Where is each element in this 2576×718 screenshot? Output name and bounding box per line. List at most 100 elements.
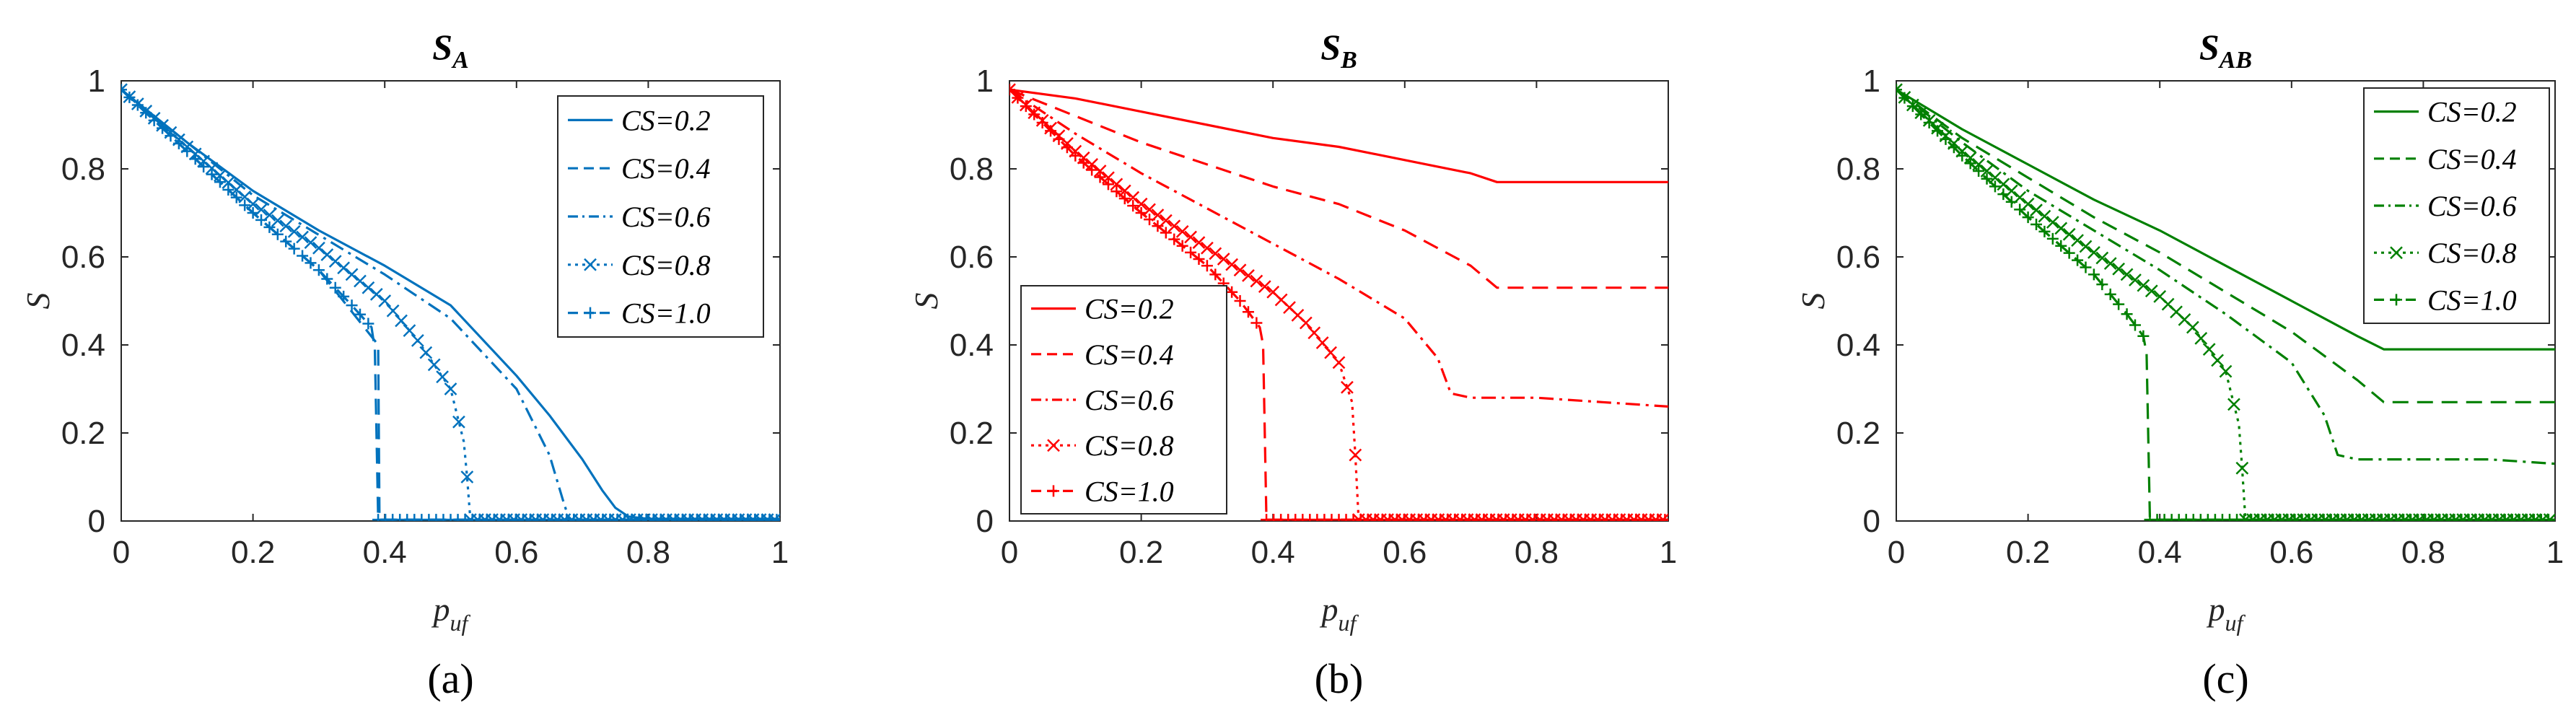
x-tick-label: 0.8 (626, 535, 670, 570)
marker (378, 294, 392, 307)
y-tick-label: 0.4 (950, 328, 994, 363)
marker (1980, 165, 1994, 178)
marker (271, 214, 284, 227)
marker (345, 268, 359, 281)
marker (230, 191, 242, 203)
panel-title-subscript: AB (2218, 47, 2252, 74)
x-tick-label: 0.6 (1383, 535, 1427, 570)
legend-box (2363, 87, 2550, 324)
series-CS=0.2 (1896, 88, 2555, 351)
x-tick-label: 0.6 (494, 535, 538, 570)
marker (1973, 165, 1985, 178)
marker (411, 334, 424, 347)
marker (1160, 227, 1172, 239)
x-axis-label-main: p (431, 591, 450, 628)
marker (1299, 316, 1313, 330)
marker (165, 130, 177, 142)
marker (1225, 258, 1239, 271)
x-tick-label: 1 (2546, 535, 2564, 570)
marker (1077, 157, 1090, 169)
marker (354, 274, 367, 288)
series-line (1896, 88, 2555, 351)
marker (2022, 211, 2034, 224)
marker (1102, 178, 1114, 191)
marker (1233, 263, 1247, 277)
marker (1915, 108, 1927, 121)
marker (395, 314, 408, 328)
y-tick-label: 0.8 (950, 152, 994, 187)
marker (2219, 364, 2233, 378)
marker (287, 225, 301, 238)
marker (1020, 100, 1032, 113)
marker (354, 308, 366, 320)
series-CS=1.0 (1009, 84, 1668, 521)
marker (1185, 246, 1197, 258)
marker (1152, 220, 1164, 232)
marker (2038, 209, 2051, 223)
series-line (1009, 88, 1668, 183)
marker (1045, 125, 1057, 137)
marker (436, 370, 449, 384)
legend-label: CS=0.6 (2427, 190, 2517, 222)
marker (2021, 197, 2035, 211)
marker (247, 207, 259, 219)
y-tick-label: 0.6 (61, 240, 105, 275)
marker (2137, 330, 2150, 342)
marker (148, 114, 160, 126)
marker (297, 250, 309, 262)
marker (1956, 149, 1968, 162)
legend-marker (1047, 439, 1060, 452)
marker (1094, 171, 1106, 183)
marker-baseline (2542, 514, 2554, 521)
legend: CS=0.2 CS=0.4 CS=0.6 CS=0.8 CS=1.0 (557, 95, 764, 338)
marker (1258, 280, 1271, 294)
x-axis-label: puf (431, 591, 471, 636)
legend-label: CS=0.2 (2427, 96, 2517, 128)
marker (2062, 227, 2076, 241)
marker (1009, 84, 1015, 96)
x-tick-label: 0 (1001, 535, 1018, 570)
marker (460, 470, 474, 483)
x-axis-label-main: p (1320, 591, 1339, 628)
y-tick-label: 0.4 (61, 328, 105, 363)
marker (1036, 116, 1048, 128)
legend-marker (2391, 294, 2402, 306)
marker (1341, 380, 1354, 394)
marker (427, 358, 441, 372)
marker (1242, 269, 1255, 282)
series-line (1009, 88, 1668, 289)
panel-title: SB (1320, 27, 1357, 74)
marker (2071, 234, 2084, 248)
marker (172, 137, 185, 149)
marker (2079, 240, 2093, 253)
marker (2104, 288, 2116, 300)
x-tick-label: 0 (113, 535, 130, 570)
marker (1069, 149, 1082, 162)
x-tick-label: 0.4 (363, 535, 407, 570)
legend-label: CS=0.2 (1085, 293, 1174, 325)
marker (1012, 92, 1024, 104)
marker (444, 382, 457, 395)
marker (321, 273, 333, 285)
legend-label: CS=0.8 (2427, 237, 2517, 269)
y-tick-label: 0.2 (1836, 416, 1880, 451)
panel-caption: (c) (2202, 655, 2248, 702)
marker (189, 153, 201, 165)
marker (369, 287, 383, 301)
legend-marker (2390, 246, 2403, 260)
series-line (1896, 88, 2555, 465)
marker (1176, 240, 1188, 252)
legend-label: CS=0.8 (1085, 429, 1174, 462)
y-tick-label: 0 (1863, 504, 1880, 539)
legend-label: CS=1.0 (2427, 284, 2517, 316)
marker (1923, 116, 1935, 128)
x-axis-label-subscript: uf (2225, 610, 2246, 636)
legend-label: CS=1.0 (1085, 475, 1174, 507)
marker (1997, 178, 2010, 191)
marker (1144, 214, 1156, 226)
legend-label: CS=0.8 (621, 249, 711, 281)
legend-label: CS=0.6 (621, 201, 711, 233)
marker (2235, 461, 2249, 475)
marker (2129, 273, 2142, 286)
